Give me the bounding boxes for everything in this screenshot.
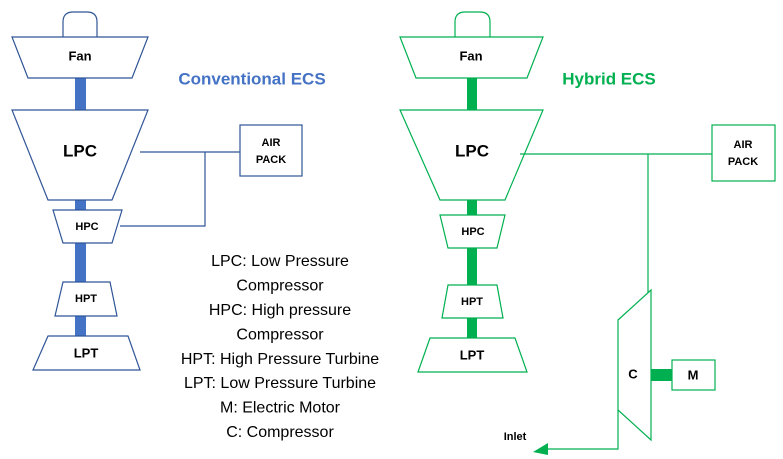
lpt	[32, 335, 141, 371]
shaft	[75, 76, 86, 340]
legend-line: LPT: Low Pressure Turbine	[184, 375, 376, 392]
legend-line: Compressor	[236, 326, 324, 343]
legend-line: M: Electric Motor	[220, 400, 341, 417]
title: Conventional ECS	[178, 69, 325, 88]
shaft	[467, 76, 477, 340]
label: Fan	[459, 48, 482, 63]
legend-line: Compressor	[236, 278, 324, 295]
hpt	[54, 281, 118, 317]
dome	[454, 11, 491, 37]
arrowhead	[533, 443, 548, 455]
label: PACK	[256, 154, 286, 166]
motor-shaft	[651, 369, 672, 381]
hpc	[52, 209, 123, 244]
legend-line: C: Compressor	[226, 424, 334, 441]
legend-line: HPT: High Pressure Turbine	[181, 351, 379, 368]
compressor	[617, 288, 652, 442]
label: PACK	[728, 156, 758, 168]
lpc	[11, 109, 149, 201]
air-pack	[711, 124, 776, 182]
lpt	[417, 337, 528, 373]
bleed-line	[120, 152, 206, 227]
hybrid-engine: Fan LPC HPC HPT LPT AIR PACK C M Inlet H…	[399, 11, 776, 455]
fan	[399, 36, 544, 79]
legend-line: LPC: Low Pressure	[211, 253, 349, 270]
title: Hybrid ECS	[562, 69, 656, 88]
label: HPC	[461, 226, 484, 238]
label: C	[628, 366, 638, 381]
dome	[62, 11, 98, 37]
label: HPT	[75, 293, 97, 305]
fan	[11, 36, 149, 79]
inlet-line	[548, 410, 619, 450]
label: Inlet	[504, 431, 527, 443]
label: LPC	[63, 141, 97, 160]
label: M	[688, 367, 699, 382]
label: AIR	[734, 139, 753, 151]
legend-line: HPC: High pressure	[209, 302, 351, 319]
label: Fan	[68, 48, 91, 63]
label: LPT	[74, 345, 99, 360]
hpt	[441, 284, 504, 319]
air-pack	[239, 124, 303, 177]
hpc	[439, 214, 506, 249]
label: HPT	[461, 296, 483, 308]
lpc	[399, 109, 544, 201]
conventional-engine: Fan LPC HPC HPT LPT AIR PACK Conventiona…	[11, 11, 326, 371]
label: AIR	[262, 137, 281, 149]
label: HPC	[75, 221, 98, 233]
label: LPC	[455, 141, 489, 160]
motor	[671, 359, 716, 391]
label: LPT	[460, 347, 485, 362]
legend: LPC: Low Pressure Compressor HPC: High pre…	[181, 253, 379, 441]
